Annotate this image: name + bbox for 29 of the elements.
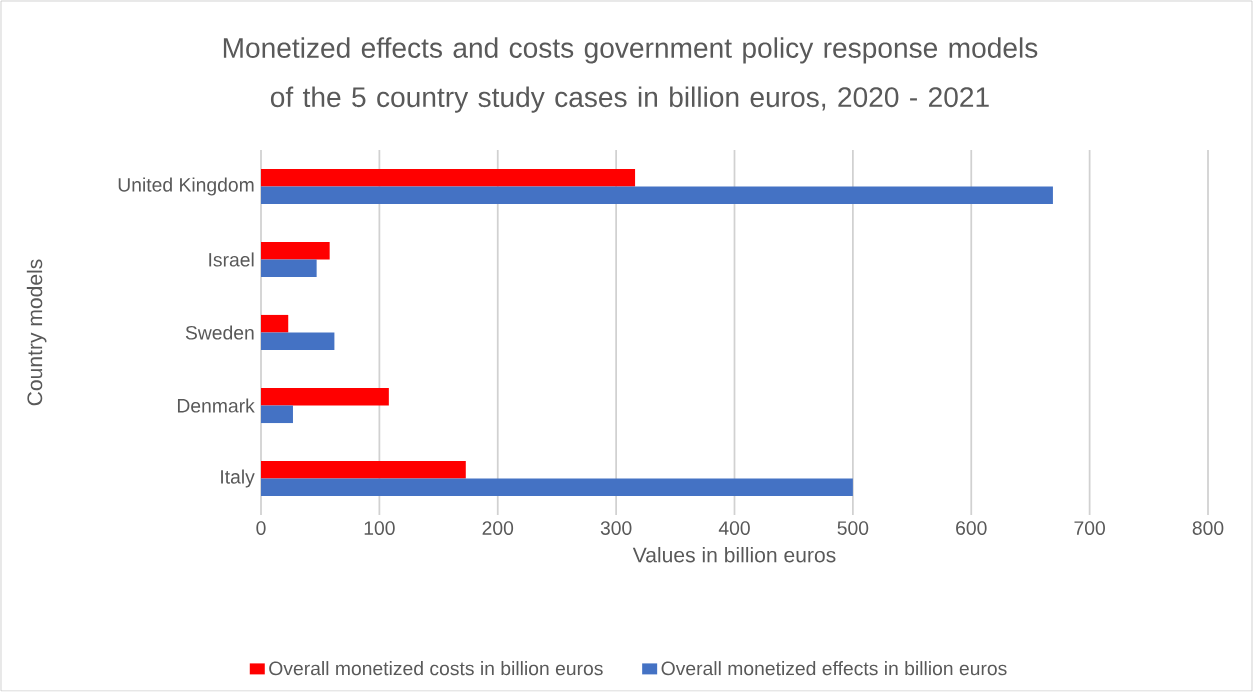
- x-tick-label: 300: [600, 521, 632, 535]
- bar: [261, 168, 636, 187]
- bar: [261, 478, 853, 497]
- bar: [261, 332, 335, 351]
- y-tick-label: United Kingdom: [118, 177, 254, 196]
- legend-label: Overall monetized costs in billion euros: [269, 661, 603, 676]
- bar: [261, 186, 1053, 205]
- y-tick-label: Sweden: [185, 325, 254, 340]
- y-tick-label: Denmark: [177, 398, 255, 413]
- bar: [261, 259, 317, 278]
- y-tick-label: Israel: [209, 252, 254, 267]
- bar: [261, 405, 293, 424]
- x-tick-label: 200: [482, 521, 514, 535]
- legend-label: Overall monetized effects in billion euros: [661, 661, 1007, 676]
- x-tick-label: 0: [256, 521, 266, 535]
- chart-title: Monetized effects and costs government policy response models of the 5 country study cases in billion euros, 2020 - 2021: [223, 37, 1038, 113]
- y-axis-title: Country models: [26, 259, 47, 406]
- x-tick-label: 400: [718, 521, 750, 535]
- y-tick-label: Italy: [221, 469, 255, 488]
- x-tick-label: 600: [956, 521, 987, 535]
- bar: [261, 387, 389, 406]
- x-tick-label: 700: [1074, 521, 1105, 535]
- bar: [261, 241, 330, 260]
- bar: [261, 314, 289, 333]
- x-tick-label: 100: [364, 521, 395, 535]
- x-tick-label: 500: [837, 521, 869, 535]
- bar: [261, 460, 466, 479]
- x-tick-label: 800: [1192, 521, 1224, 535]
- x-axis-title: Values in billion euros: [632, 546, 836, 563]
